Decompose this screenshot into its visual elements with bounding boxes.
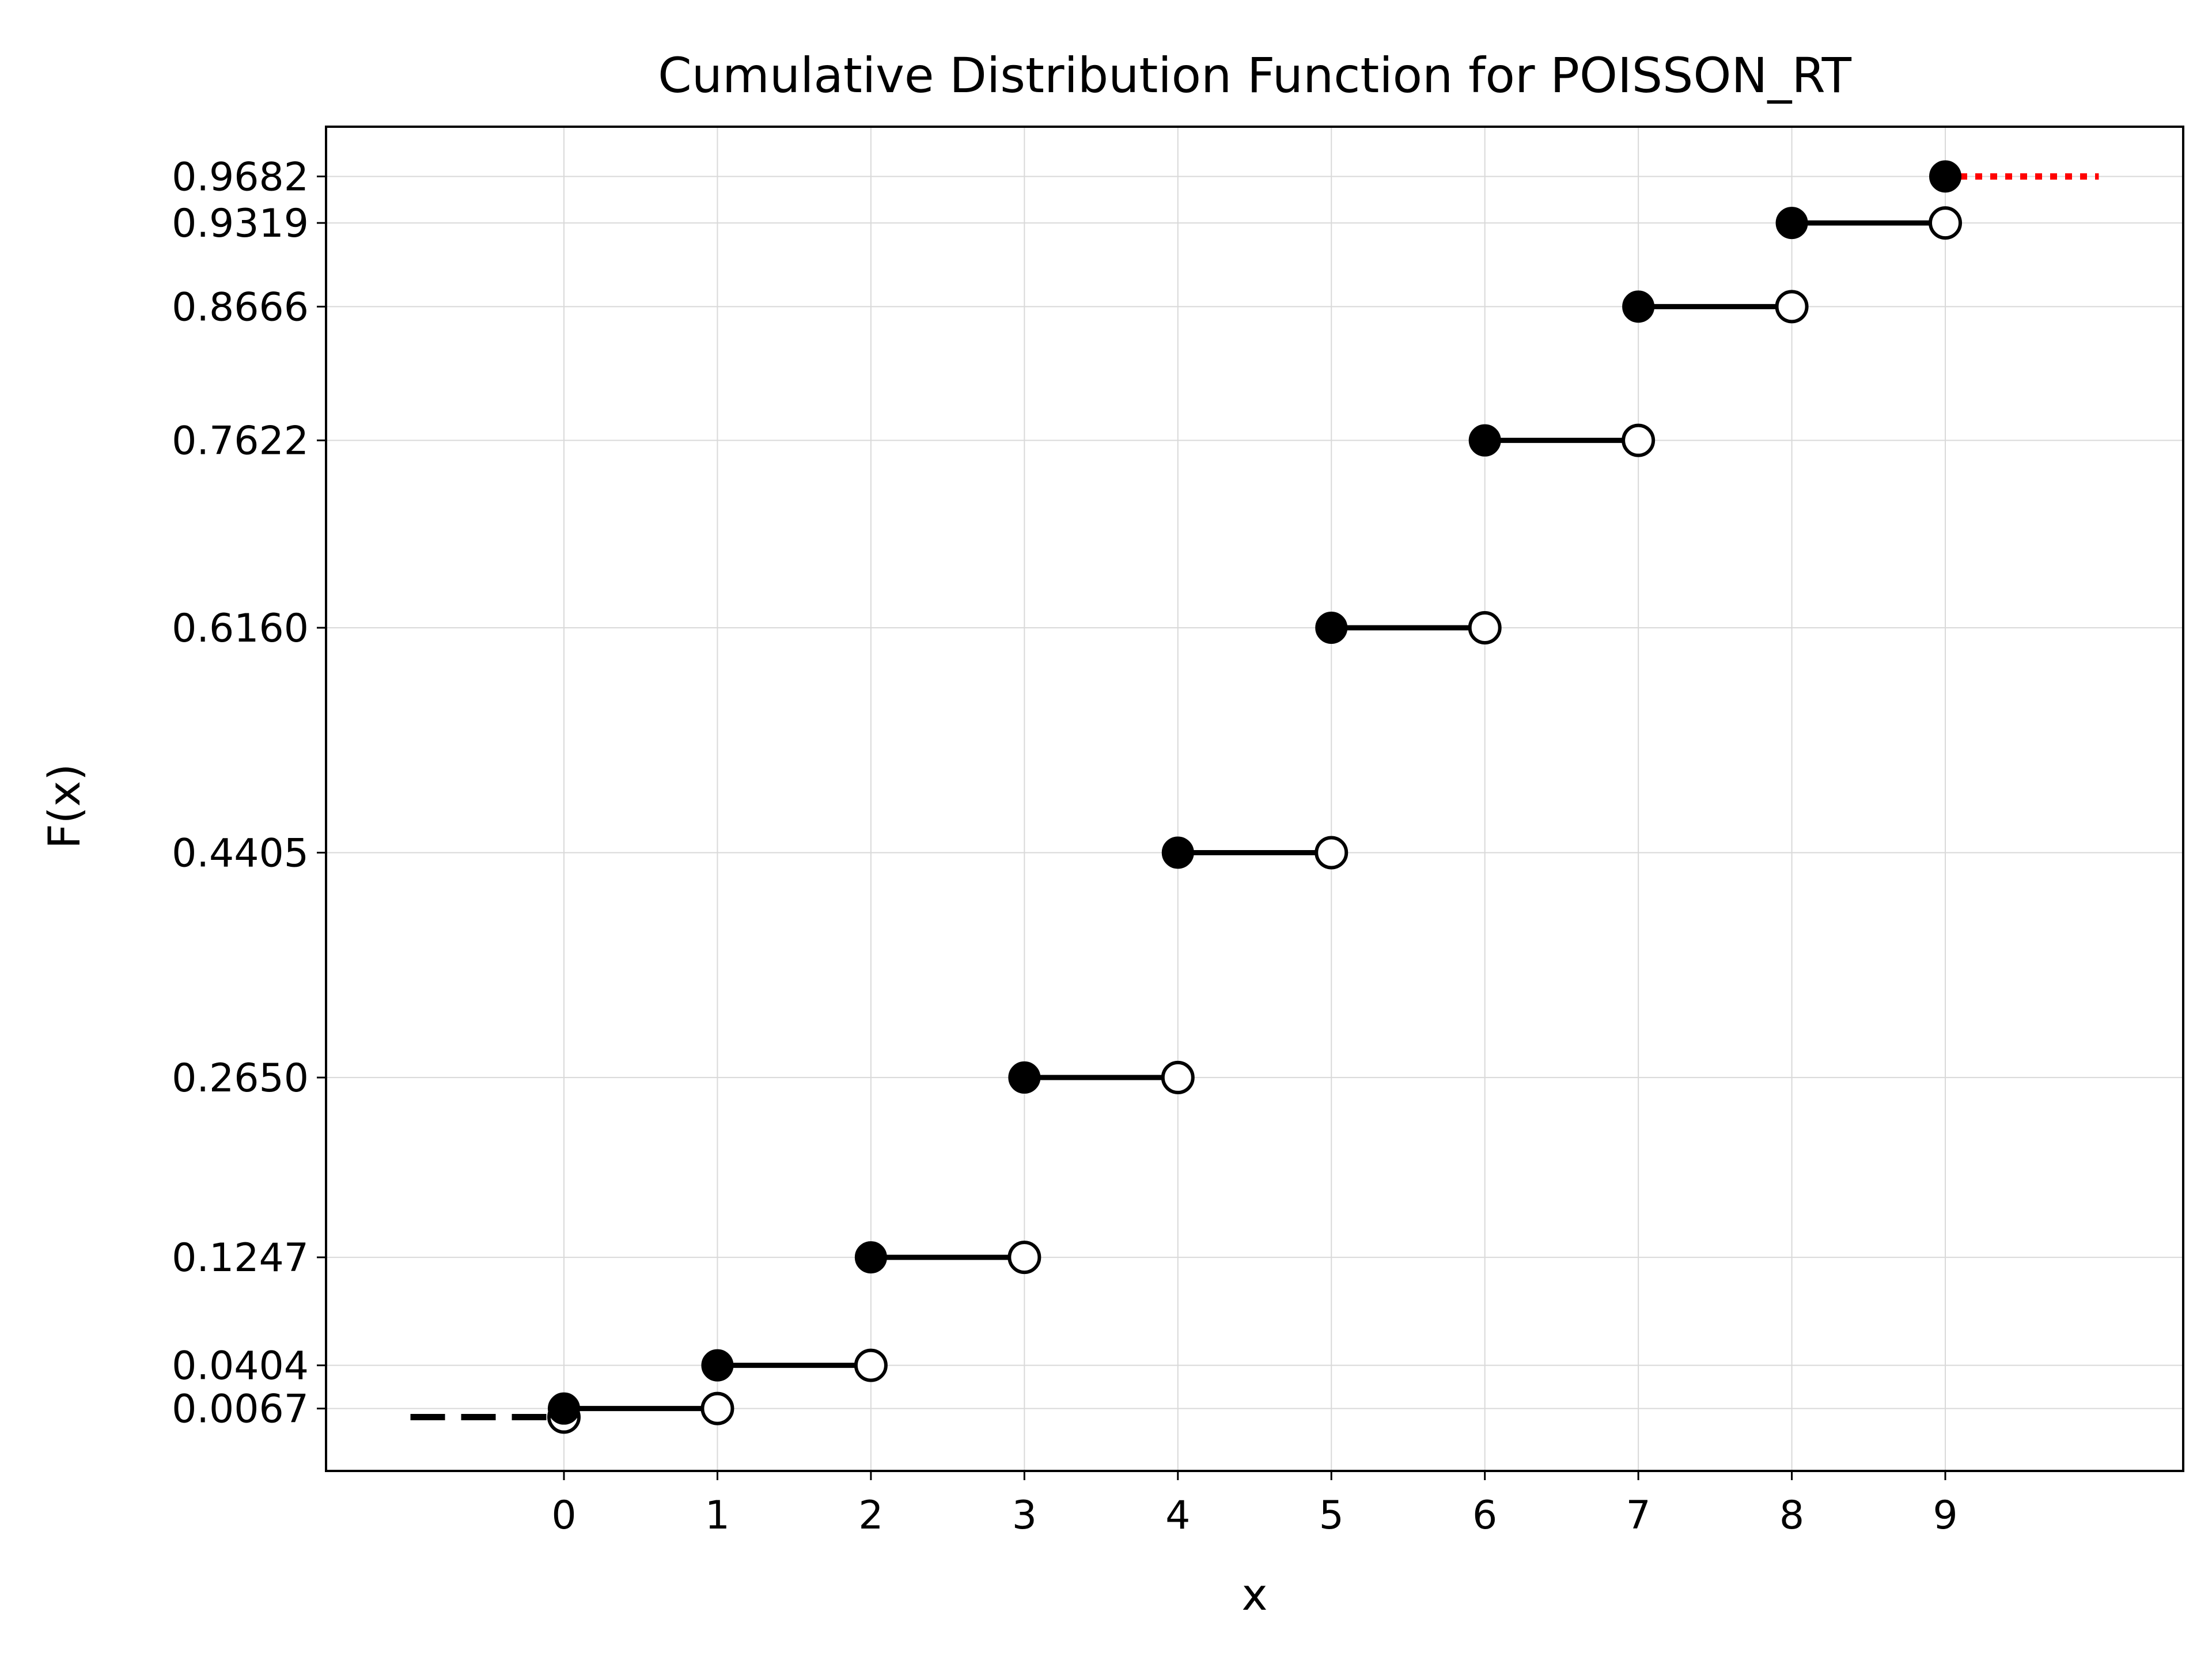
step-filled-point <box>1161 836 1194 869</box>
step-open-point <box>1007 1241 1041 1275</box>
y-tick-label: 0.7622 <box>172 419 309 464</box>
step-open-point <box>854 1348 888 1382</box>
step-open-point <box>1315 836 1349 870</box>
step-filled-point <box>1315 611 1348 644</box>
step-filled-point <box>701 1349 734 1382</box>
x-tick-label: 0 <box>551 1493 576 1538</box>
y-tick-label: 0.0404 <box>172 1344 309 1389</box>
step-open-point <box>1775 290 1809 324</box>
step-filled-point <box>1468 424 1501 457</box>
y-tick-label: 0.2650 <box>172 1056 309 1101</box>
y-axis-label: F(x) <box>39 764 90 849</box>
step-filled-point <box>1775 207 1808 240</box>
x-tick-label: 8 <box>1779 1493 1804 1538</box>
y-tick-label: 0.8666 <box>172 285 309 330</box>
step-filled-point <box>547 1392 580 1425</box>
x-tick-label: 1 <box>705 1493 730 1538</box>
x-tick-label: 4 <box>1165 1493 1190 1538</box>
x-tick-label: 3 <box>1012 1493 1037 1538</box>
grid-lines <box>326 127 2183 1471</box>
y-tick-label: 0.6160 <box>172 606 309 651</box>
y-tick-label: 0.4405 <box>172 830 309 876</box>
x-tick-label: 7 <box>1626 1493 1650 1538</box>
x-tick-label: 2 <box>858 1493 883 1538</box>
x-tick-label: 5 <box>1319 1493 1344 1538</box>
y-tick-label: 0.9682 <box>172 154 309 200</box>
y-tick-label: 0.0067 <box>172 1387 309 1432</box>
step-open-point <box>1468 610 1502 644</box>
x-tick-label: 9 <box>1933 1493 1957 1538</box>
step-filled-point <box>1929 160 1962 193</box>
plot-marks <box>410 160 2099 1434</box>
step-open-point <box>1161 1060 1195 1094</box>
step-open-point <box>1622 423 1656 457</box>
step-open-point <box>700 1391 734 1425</box>
step-filled-point <box>1008 1061 1041 1094</box>
y-tick-label: 0.1247 <box>172 1235 309 1281</box>
x-axis-label: x <box>1242 1569 1268 1620</box>
chart-title: Cumulative Distribution Function for POI… <box>658 47 1851 104</box>
step-open-point <box>1929 206 1963 240</box>
y-tick-label: 0.9319 <box>172 201 309 247</box>
step-filled-point <box>1622 290 1655 323</box>
plot-area-frame <box>325 126 2184 1472</box>
x-tick-label: 6 <box>1472 1493 1497 1538</box>
step-filled-point <box>854 1241 887 1274</box>
